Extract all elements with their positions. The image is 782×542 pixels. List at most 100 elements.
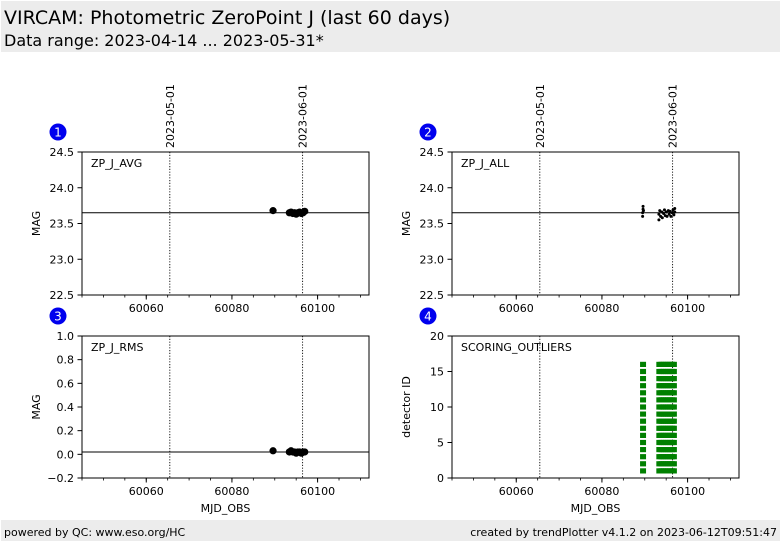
y-tick-label: 23.5 [50,218,75,231]
data-point [668,209,672,213]
outlier-mark [640,404,647,410]
data-point [669,214,673,218]
outlier-mark [640,461,647,467]
chart-panel-4: 60060 60080 60100 0 5 10 15 20 detector ID MJD_OB… [400,307,740,515]
data-point [269,447,277,455]
outlier-mark [670,397,677,403]
y-tick-label: 23.5 [420,218,445,231]
data-point [665,214,669,218]
outlier-mark [670,447,677,453]
chart-panel-3: 60060 60080 60100 −0.2 0.0 0.2 0.4 0.6 0.8 1.0 MAG… [30,307,370,515]
outlier-mark [670,368,677,375]
outlier-mark [640,368,647,375]
data-point [673,210,677,214]
data-point [662,208,666,212]
outlier-mark [670,390,677,396]
y-tick-label: 0.6 [57,377,75,390]
page-title: VIRCAM: Photometric ZeroPoint J (last 60… [4,7,451,29]
x-tick-label: 60080 [214,302,249,315]
outlier-mark [670,432,677,438]
y-tick-label: 0.2 [57,425,75,438]
x-tick-label: 60080 [584,485,619,498]
outlier-mark [670,461,677,467]
outlier-mark [640,390,647,396]
y-tick-label: 24.5 [50,146,75,159]
outlier-mark [670,454,677,460]
panel-number-badge [419,123,437,141]
chart-panel-1: 60060 60080 60100 22.5 23.0 23.5 24.0 24.5 MAG ZP… [30,84,370,315]
data-point [301,207,309,215]
data-point [660,216,664,220]
panel-label: ZP_J_AVG [91,157,142,170]
plot-frame [451,151,740,296]
y-axis-label: detector ID [400,376,413,438]
x-tick-label: 60080 [214,485,249,498]
x-axis-label: MJD_OBS [201,502,251,515]
data-point [641,204,645,208]
panel-number-badge [49,123,67,141]
y-axis-label: MAG [30,394,43,419]
y-tick-label: −0.2 [47,472,74,485]
panel-number-label: 3 [54,310,62,324]
panel-number-badge [49,307,67,325]
data-point [658,209,662,213]
outlier-mark [670,383,677,389]
outlier-mark [670,376,677,382]
panel-label: ZP_J_RMS [91,341,144,354]
y-tick-label: 15 [430,366,444,379]
panel-number-label: 4 [424,310,432,324]
outlier-mark [670,404,677,410]
y-tick-label: 24.0 [50,182,75,195]
y-tick-label: 0.0 [57,448,75,461]
y-tick-label: 24.5 [420,146,445,159]
x-tick-label: 60060 [129,302,164,315]
date-marker-label: 2023-05-01 [534,84,547,148]
outlier-mark [640,361,647,367]
outlier-mark [640,397,647,403]
data-point [657,218,661,222]
outlier-mark [640,432,647,438]
data-point [667,212,671,216]
date-marker-label: 2023-05-01 [164,84,177,148]
panel-number-badge [419,307,437,325]
y-tick-label: 22.5 [50,289,75,302]
data-point [269,207,277,215]
footer-bar: powered by QC: www.eso.org/HC created by… [1,520,780,541]
x-tick-label: 60080 [584,302,619,315]
data-point [664,210,668,214]
x-tick-label: 60060 [129,485,164,498]
outlier-mark [670,411,677,417]
outlier-mark [670,425,677,431]
outlier-mark [640,468,647,474]
outlier-mark [640,447,647,453]
data-point [670,211,674,215]
panel-number-label: 1 [54,126,62,140]
y-tick-label: 0.8 [57,354,75,367]
outlier-mark [640,383,647,389]
y-tick-label: 20 [430,330,444,343]
x-tick-label: 60060 [499,485,534,498]
panel-label: SCORING_OUTLIERS [461,341,572,354]
date-marker-label: 2023-06-01 [667,84,680,148]
panel-number-label: 2 [424,126,432,140]
footer-created-by: created by trendPlotter v4.1.2 on 2023-0… [470,526,777,539]
y-tick-label: 0.4 [57,401,75,414]
x-tick-label: 60100 [300,485,335,498]
data-range-subtitle: Data range: 2023-04-14 ... 2023-05-31* [4,31,324,50]
outlier-mark [640,376,647,382]
x-axis-label: MJD_OBS [571,502,621,515]
y-tick-label: 23.0 [50,253,75,266]
outlier-mark [640,425,647,431]
y-tick-label: 0 [437,472,444,485]
header-bar: VIRCAM: Photometric ZeroPoint J (last 60… [1,1,780,52]
data-point [641,214,645,218]
y-tick-label: 10 [430,401,444,414]
footer-powered-by: powered by QC: www.eso.org/HC [4,526,186,539]
x-tick-label: 60100 [670,302,705,315]
date-marker-label: 2023-06-01 [297,84,310,148]
plot-frame [451,335,740,479]
data-point [672,213,676,217]
y-tick-label: 24.0 [420,182,445,195]
y-tick-label: 22.5 [420,289,445,302]
